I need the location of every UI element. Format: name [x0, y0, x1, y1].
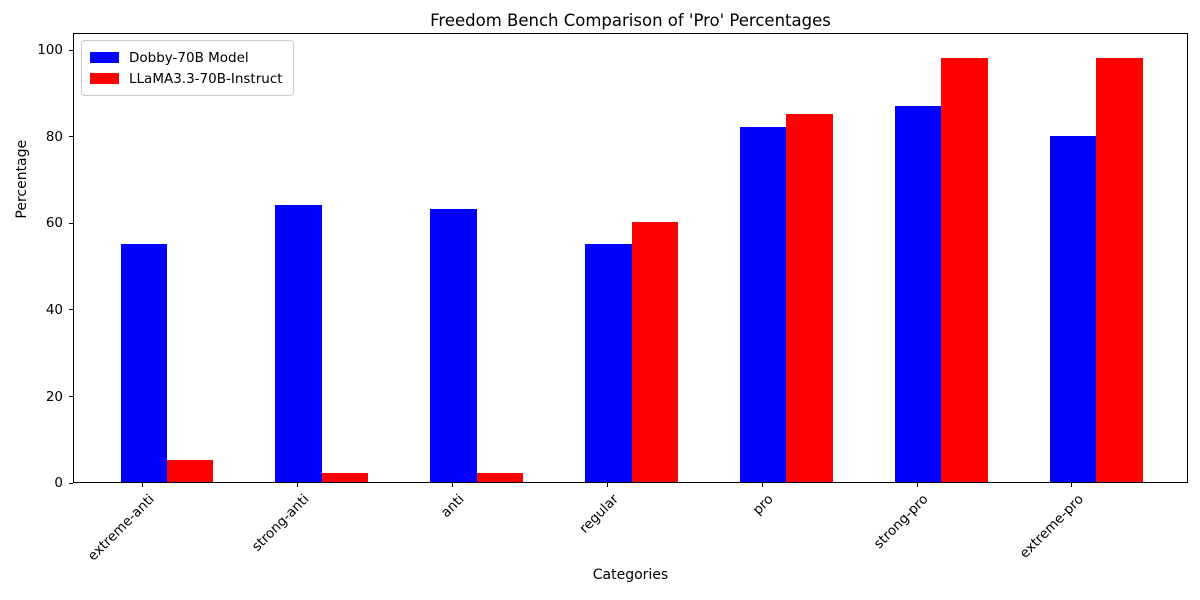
legend-item-1: Dobby-70B Model [90, 47, 283, 68]
bar-series1-anti [430, 209, 477, 482]
y-tick-label-80: 80 [45, 128, 63, 145]
y-tick-label-40: 40 [45, 301, 63, 318]
legend-label: LLaMA3.3-70B-Instruct [129, 70, 283, 87]
y-tick-label-60: 60 [45, 215, 63, 232]
plot-area: Dobby-70B Model LLaMA3.3-70B-Instruct [73, 33, 1188, 483]
y-tick-mark-20 [69, 396, 73, 397]
chart-title: Freedom Bench Comparison of 'Pro' Percen… [430, 11, 831, 30]
legend-item-2: LLaMA3.3-70B-Instruct [90, 68, 283, 89]
x-tick-mark-strong-pro [916, 483, 918, 487]
bar-series2-extreme-pro [1096, 58, 1143, 482]
bar-series2-regular [631, 222, 678, 482]
y-tick-mark-0 [69, 482, 73, 484]
x-tick-label-anti: anti [437, 491, 468, 521]
x-tick-label-extreme-anti: extreme-anti [84, 491, 158, 565]
y-tick-label-0: 0 [54, 475, 63, 491]
y-tick-label-100: 100 [37, 42, 63, 59]
y-tick-mark-60 [69, 222, 73, 224]
x-tick-mark-anti [451, 483, 453, 487]
bar-series1-pro [739, 127, 787, 482]
bar-series1-strong-pro [894, 105, 942, 482]
legend-swatch-icon [90, 73, 119, 84]
x-tick-label-pro: pro [749, 491, 777, 519]
x-tick-label-strong-anti: strong-anti [248, 491, 313, 555]
bar-series2-anti [476, 473, 524, 482]
x-tick-mark-strong-anti [297, 483, 298, 487]
x-tick-label-extreme-pro: extreme-pro [1016, 491, 1087, 562]
bar-series1-extreme-pro [1049, 135, 1097, 482]
bar-series2-pro [786, 114, 833, 482]
x-tick-mark-extreme-anti [142, 483, 144, 487]
bar-series1-extreme-anti [120, 244, 167, 482]
legend: Dobby-70B Model LLaMA3.3-70B-Instruct [81, 40, 294, 96]
x-tick-mark-regular [606, 483, 608, 487]
x-axis-label: Categories [592, 567, 669, 583]
bar-series1-regular [585, 244, 632, 482]
y-tick-mark-80 [69, 136, 73, 138]
bar-series1-strong-anti [275, 205, 322, 482]
y-tick-mark-40 [69, 309, 73, 311]
x-tick-label-regular: regular [576, 491, 622, 537]
y-tick-mark-100 [69, 49, 73, 51]
bar-series2-strong-pro [941, 58, 988, 482]
legend-label: Dobby-70B Model [129, 49, 249, 66]
legend-swatch-icon [90, 52, 119, 63]
bar-series2-strong-anti [321, 473, 369, 482]
bar-series2-extreme-anti [166, 460, 214, 482]
x-tick-label-strong-pro: strong-pro [870, 491, 932, 553]
y-tick-label-20: 20 [45, 388, 63, 405]
y-axis-label: Percentage [14, 139, 30, 219]
x-tick-mark-pro [761, 483, 763, 487]
x-tick-mark-extreme-pro [1071, 483, 1073, 487]
